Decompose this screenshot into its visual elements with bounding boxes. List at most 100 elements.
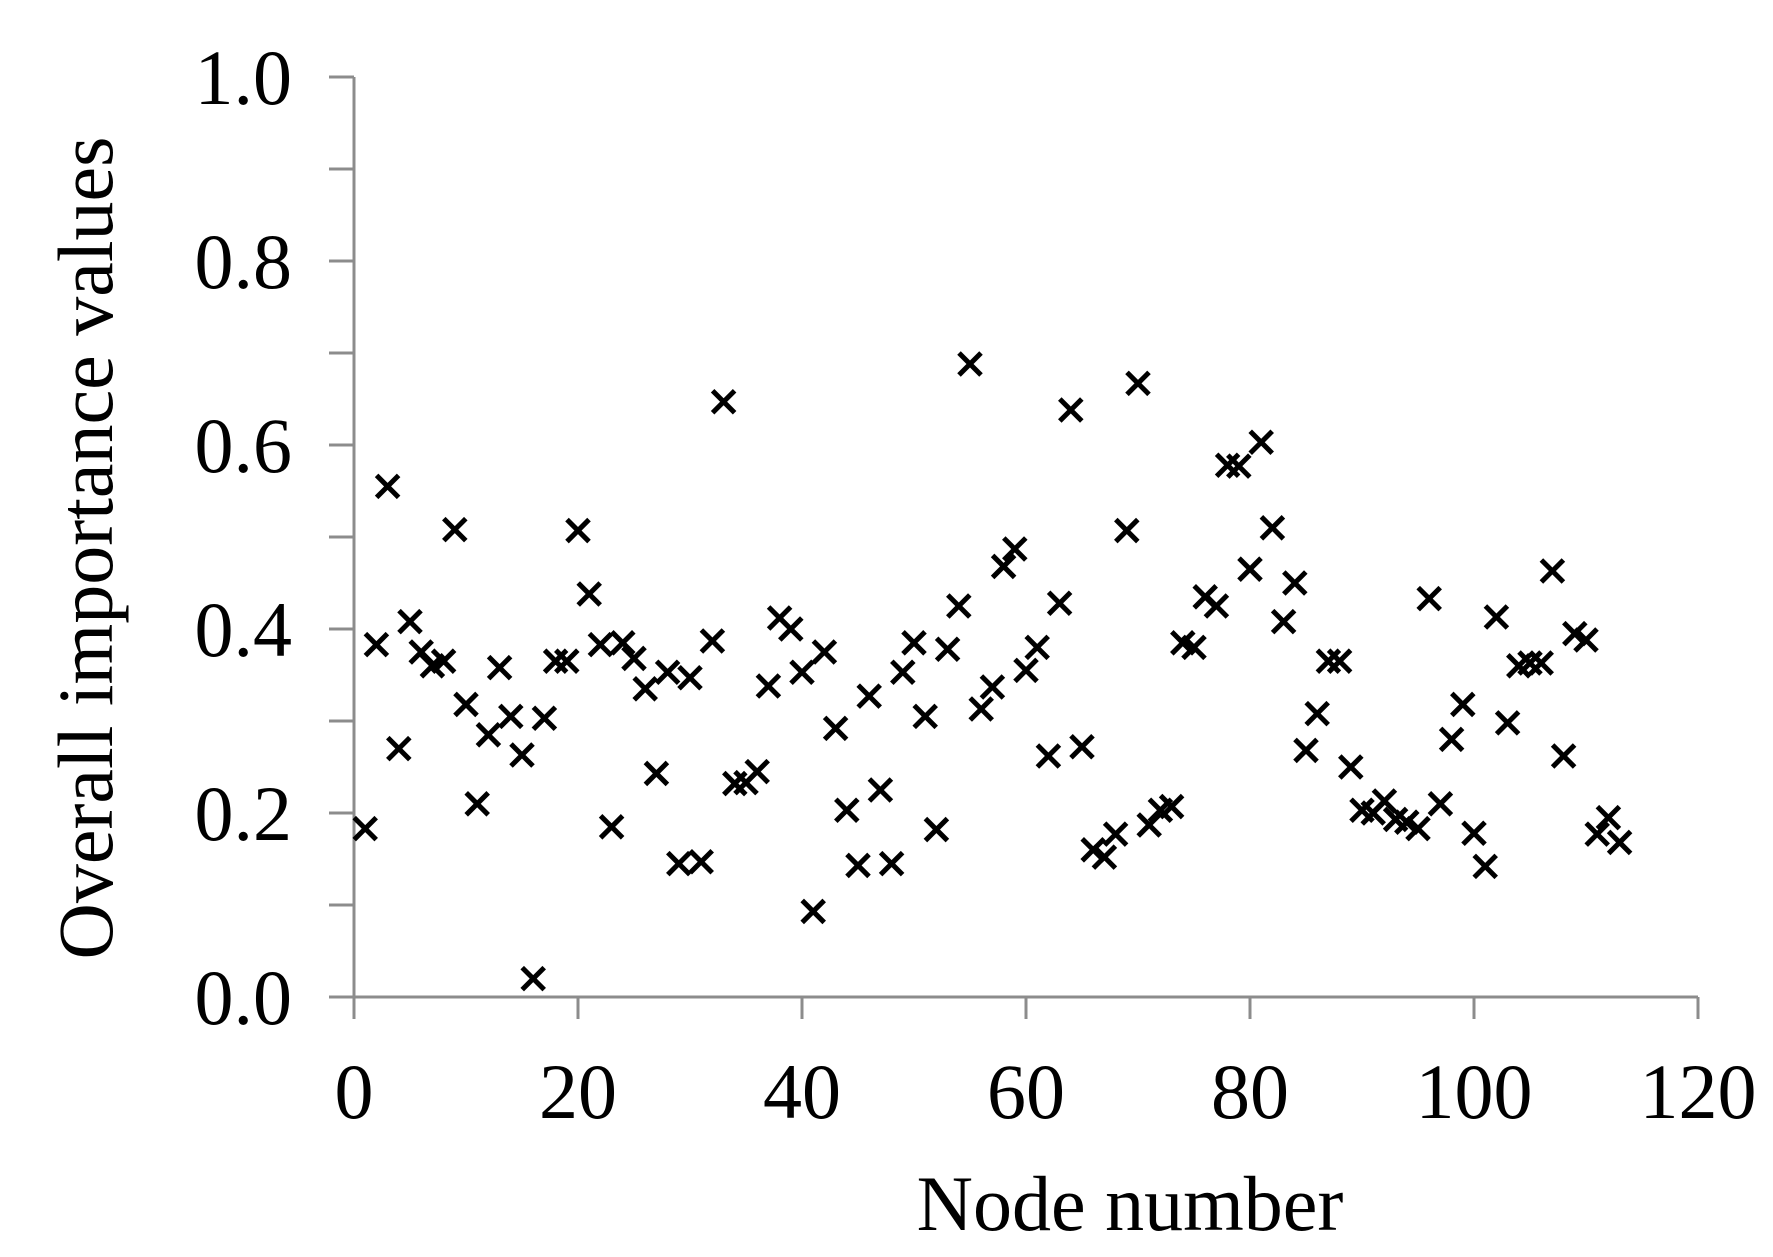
data-point — [1203, 593, 1230, 619]
data-point — [1002, 536, 1028, 562]
data-point — [1371, 788, 1398, 814]
data-point — [598, 814, 625, 840]
x-tick-label: 80 — [1211, 1048, 1289, 1135]
data-points — [352, 351, 1633, 992]
data-point — [509, 742, 535, 768]
data-point — [1046, 590, 1073, 617]
data-point — [789, 659, 815, 686]
data-point — [1237, 556, 1263, 582]
data-point — [1058, 397, 1084, 423]
data-point — [1282, 570, 1308, 596]
data-point — [845, 852, 871, 879]
data-point — [1483, 604, 1510, 630]
data-point — [442, 516, 468, 543]
data-point — [811, 639, 838, 665]
data-point — [531, 705, 558, 732]
data-point — [912, 703, 938, 730]
data-point — [363, 631, 390, 658]
data-point — [1494, 710, 1521, 736]
data-point — [1427, 791, 1454, 817]
y-tick-label: 0.4 — [195, 586, 293, 673]
data-point — [901, 630, 927, 656]
data-point — [632, 676, 658, 702]
data-point — [677, 664, 703, 691]
y-tick-label: 0.8 — [195, 218, 293, 305]
data-point — [1550, 743, 1577, 769]
data-point — [800, 898, 826, 925]
data-point — [1024, 634, 1050, 661]
y-axis-title: Overall importance values — [42, 137, 129, 960]
data-point — [1573, 627, 1599, 653]
data-point — [1259, 515, 1286, 541]
data-point — [430, 648, 457, 674]
data-point — [498, 703, 524, 730]
x-tick-label: 120 — [1640, 1048, 1757, 1135]
data-point — [587, 631, 614, 658]
data-point — [1606, 829, 1633, 856]
data-point — [352, 815, 378, 842]
data-point — [666, 850, 692, 877]
data-point — [464, 791, 490, 817]
data-point — [1069, 733, 1095, 760]
data-point — [755, 673, 782, 699]
data-point — [1461, 820, 1487, 847]
data-point — [565, 517, 591, 544]
data-point — [374, 473, 401, 500]
data-point — [867, 777, 894, 803]
data-point — [1338, 754, 1364, 780]
data-point — [1472, 853, 1498, 880]
data-point — [1293, 737, 1319, 764]
data-point — [856, 683, 882, 709]
data-point — [1438, 726, 1465, 753]
data-point — [699, 628, 726, 654]
data-point — [576, 581, 602, 607]
data-point — [1416, 585, 1442, 612]
data-point — [1304, 700, 1330, 727]
data-point — [1450, 691, 1476, 718]
data-point — [1226, 453, 1252, 479]
data-point — [688, 848, 714, 875]
x-axis-title: Node number — [917, 1160, 1344, 1247]
data-point — [610, 630, 636, 656]
data-point — [968, 696, 994, 722]
data-point — [643, 760, 670, 787]
x-tick-label: 100 — [1416, 1048, 1533, 1135]
data-point — [1248, 429, 1274, 456]
data-point — [923, 816, 950, 843]
data-point — [890, 659, 916, 686]
data-point — [1102, 821, 1129, 847]
data-point — [1270, 608, 1297, 635]
x-tick-label: 20 — [539, 1048, 617, 1135]
data-point — [1539, 558, 1566, 584]
data-point — [979, 674, 1006, 700]
data-point — [778, 616, 804, 642]
data-point — [834, 797, 860, 824]
y-axis: 0.0 0.2 0.4 0.6 0.8 1.0 — [195, 34, 356, 1041]
data-point — [1035, 743, 1062, 769]
data-point — [1528, 650, 1554, 676]
data-point — [710, 388, 737, 415]
y-tick-label: 1.0 — [195, 34, 293, 121]
data-point — [1091, 844, 1118, 870]
data-point — [453, 691, 479, 718]
y-tick-label: 0.0 — [195, 954, 293, 1041]
data-point — [386, 735, 412, 762]
data-point — [621, 645, 647, 672]
x-tick-label: 40 — [763, 1048, 841, 1135]
data-point — [1181, 634, 1207, 661]
x-tick-label: 0 — [335, 1048, 374, 1135]
y-tick-label: 0.6 — [195, 402, 293, 489]
data-point — [744, 758, 770, 785]
data-point — [1125, 370, 1151, 397]
data-point — [946, 593, 972, 619]
data-point — [397, 608, 423, 635]
data-point — [554, 648, 580, 674]
data-point — [475, 722, 502, 748]
data-point — [1013, 657, 1039, 684]
data-point — [1326, 648, 1353, 674]
data-point — [934, 636, 961, 663]
y-tick-label: 0.2 — [195, 770, 293, 857]
data-point — [1595, 804, 1622, 831]
data-point — [990, 553, 1017, 580]
